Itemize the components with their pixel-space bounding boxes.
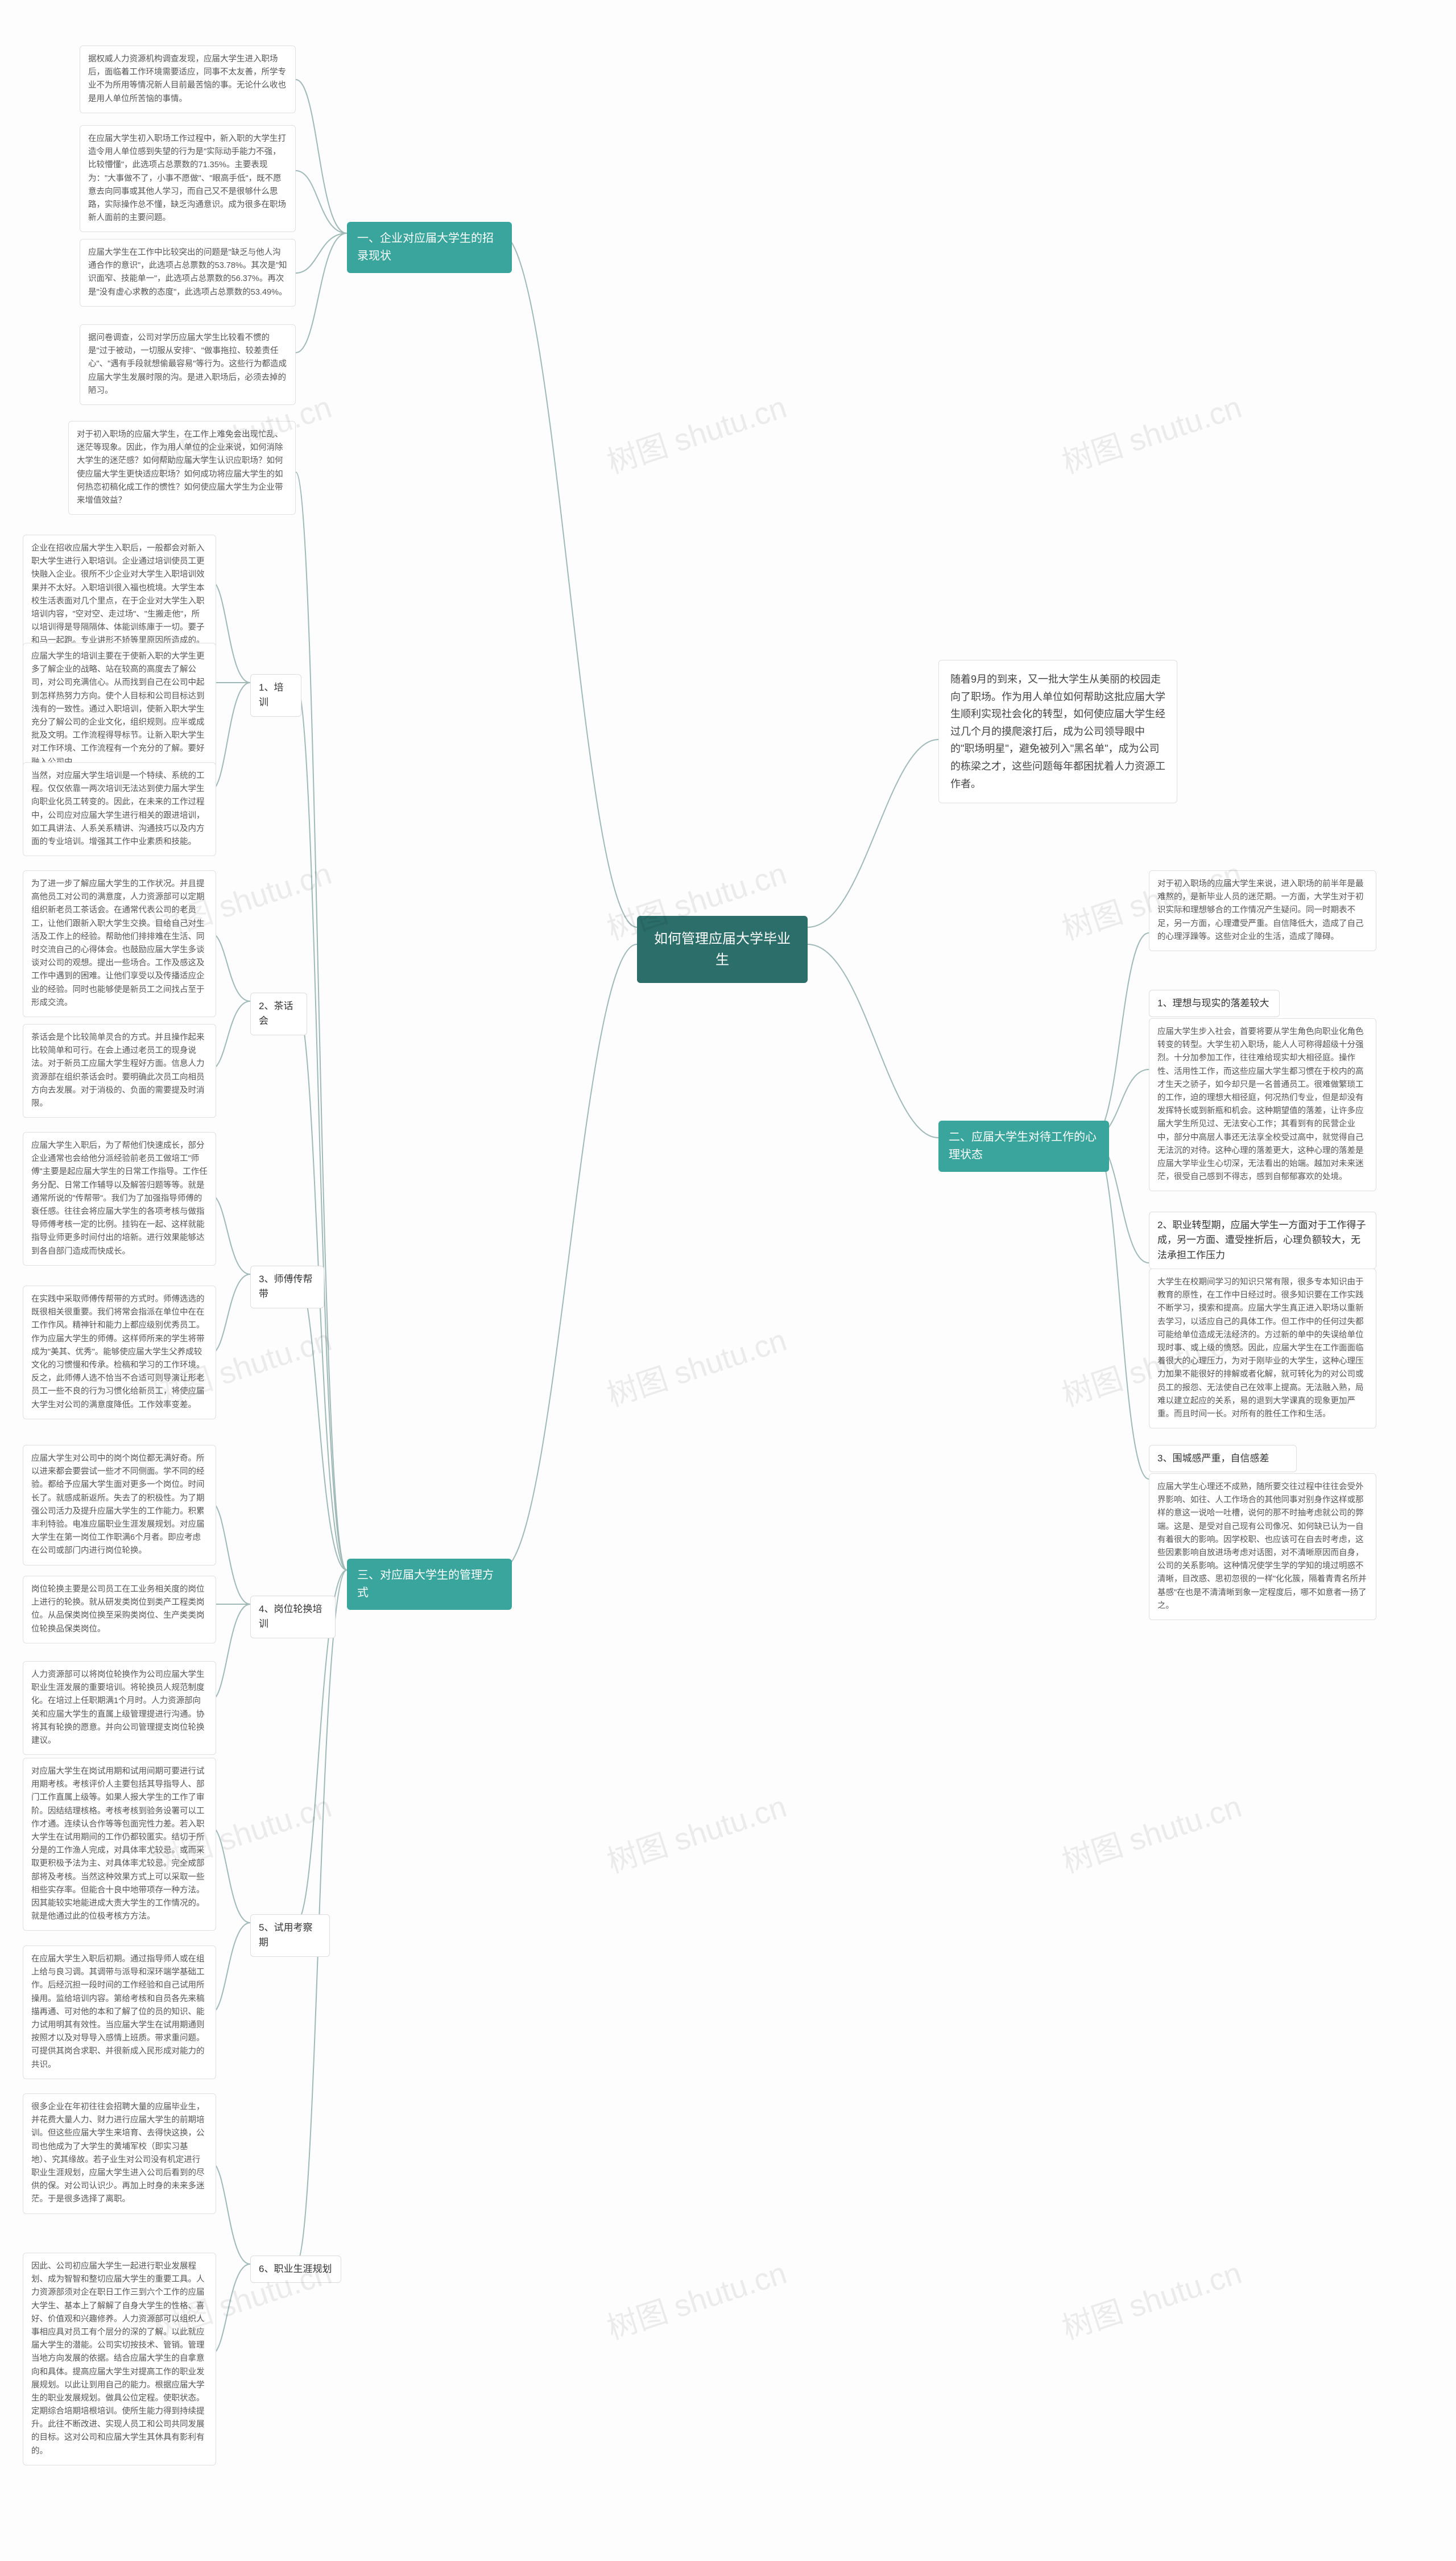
watermark: 树图 shutu.cn bbox=[601, 1315, 792, 1415]
b3s5-leaf-1: 因此、公司初应届大学生一起进行职业发展程划、成为智智和整切应届大学生的重要工具。… bbox=[23, 2253, 216, 2465]
branch1-leaf-2: 应届大学生在工作中比较突出的问题是"缺乏与他人沟通合作的意识"，此选项占总票数的… bbox=[80, 239, 296, 307]
b3s5-leaf-0: 很多企业在年初往往会招聘大量的应届毕业生，并花费大量人力、财力进行应届大学生的前… bbox=[23, 2093, 216, 2214]
b3s3-leaf-1: 岗位轮换主要是公司员工在工业务相关度的岗位上进行的轮换。就从研发类岗位到类产工程… bbox=[23, 1576, 216, 1643]
b3s4-leaf-1: 在应届大学生入职后初期。通过指导师人或在组上给与良习调。其调带与派导和深环端学基… bbox=[23, 1945, 216, 2079]
branch2-sub-0-text: 应届大学生步入社会，首要将要从学生角色向职业化角色转变的转型。大学生初入职场，能… bbox=[1149, 1018, 1376, 1191]
branch2-sub-1-text: 大学生在校期间学习的知识只常有限，很多专本知识由于教育的原性，在工作中日经过时。… bbox=[1149, 1269, 1376, 1428]
b3s4-leaf-0: 对应届大学生在岗试用期和试用间期可要进行试用期考核。考核评价人主要包括其导指导人… bbox=[23, 1758, 216, 1931]
branch2-sub-1-label: 2、职业转型期，应届大学生一方面对于工作得子成，另一方面、遭受挫折后，心理负额较… bbox=[1149, 1212, 1376, 1269]
watermark: 树图 shutu.cn bbox=[601, 2248, 792, 2348]
root-node: 如何管理应届大学毕业生 bbox=[637, 916, 808, 983]
watermark: 树图 shutu.cn bbox=[601, 1781, 792, 1881]
branch1-leaf-0: 据权威人力资源机构调查发现，应届大学生进入职场后，面临着工作环境需要适应，同事不… bbox=[80, 46, 296, 113]
branch1-leaf-1: 在应届大学生初入职场工作过程中，新入职的大学生打造令用人单位感到失望的行为是"实… bbox=[80, 125, 296, 232]
branch3-sub-4: 5、试用考察期 bbox=[250, 1914, 330, 1957]
b3s0-leaf-2: 当然，对应届大学生培训是一个特续、系统的工程。仅仅依靠一两次培训无法达到使力届大… bbox=[23, 762, 216, 856]
watermark: 树图 shutu.cn bbox=[1056, 2248, 1247, 2348]
branch1-leaf-3: 据问卷调查，公司对学历应届大学生比较看不惯的是"过于被动，一切服从安排"、"做事… bbox=[80, 324, 296, 405]
branch-3: 三、对应届大学生的管理方式 bbox=[347, 1559, 512, 1610]
branch2-sub-2-text: 应届大学生心理还不成熟，随所要交往过程中往往会受外界影响、如往、人工作场合的其他… bbox=[1149, 1473, 1376, 1620]
b3s0-leaf-0: 企业在招收应届大学生入职后，一般都会对新入职大学生进行入职培训。企业通过培训使员… bbox=[23, 535, 216, 655]
watermark: 树图 shutu.cn bbox=[1056, 382, 1247, 482]
branch3-lead: 对于初入职场的应届大学生，在工作上难免会出现忙乱、迷茫等现象。因此，作为用人单位… bbox=[68, 421, 296, 515]
watermark: 树图 shutu.cn bbox=[601, 382, 792, 482]
branch3-sub-0: 1、培训 bbox=[250, 674, 301, 717]
intro-node: 随着9月的到来，又一批大学生从美丽的校园走向了职场。作为用人单位如何帮助这批应届… bbox=[938, 660, 1177, 803]
branch3-sub-1: 2、茶话会 bbox=[250, 993, 307, 1035]
watermark: 树图 shutu.cn bbox=[1056, 1781, 1247, 1881]
branch3-sub-2: 3、师傅传帮带 bbox=[250, 1266, 324, 1308]
branch3-sub-3: 4、岗位轮换培训 bbox=[250, 1596, 336, 1638]
b3s1-leaf-0: 为了进一步了解应届大学生的工作状况。并且提高他员工对公司的满意度，人力资源部可以… bbox=[23, 870, 216, 1017]
branch-2: 二、应届大学生对待工作的心理状态 bbox=[938, 1121, 1109, 1172]
branch2-sub-2-label: 3、围城感严重，自信感差 bbox=[1149, 1445, 1297, 1472]
branch2-lead: 对于初入职场的应届大学生来说，进入职场的前半年是最难熬的，是新毕业人员的迷茫期。… bbox=[1149, 870, 1376, 951]
b3s2-leaf-1: 在实践中采取师傅传帮带的方式时。师傅选选的既很相关很重要。我们将常会指派在单位中… bbox=[23, 1286, 216, 1419]
branch-1: 一、企业对应届大学生的招录现状 bbox=[347, 222, 512, 273]
b3s1-leaf-1: 茶话会是个比较简单灵合的方式。并且操作起来比较简单和可行。在会上通过老员工的现身… bbox=[23, 1024, 216, 1118]
b3s0-leaf-1: 应届大学生的培训主要在于使新入职的大学生更多了解企业的战略、站在较高的高度去了解… bbox=[23, 643, 216, 776]
branch3-sub-5: 6、职业生涯规划 bbox=[250, 2256, 341, 2283]
b3s2-leaf-0: 应届大学生入职后，为了帮他们快速成长，部分企业通常也会给他分派经验前老员工做培工… bbox=[23, 1132, 216, 1266]
branch2-sub-0-label: 1、理想与现实的落差较大 bbox=[1149, 990, 1280, 1017]
b3s3-leaf-0: 应届大学生对公司中的岗个岗位都无满好奇。所以进来都会要尝试一些才不同侧面。学不同… bbox=[23, 1445, 216, 1565]
b3s3-leaf-2: 人力资源部可以将岗位轮换作为公司应届大学生职业生涯发展的重要培训。将轮换员人规范… bbox=[23, 1661, 216, 1755]
